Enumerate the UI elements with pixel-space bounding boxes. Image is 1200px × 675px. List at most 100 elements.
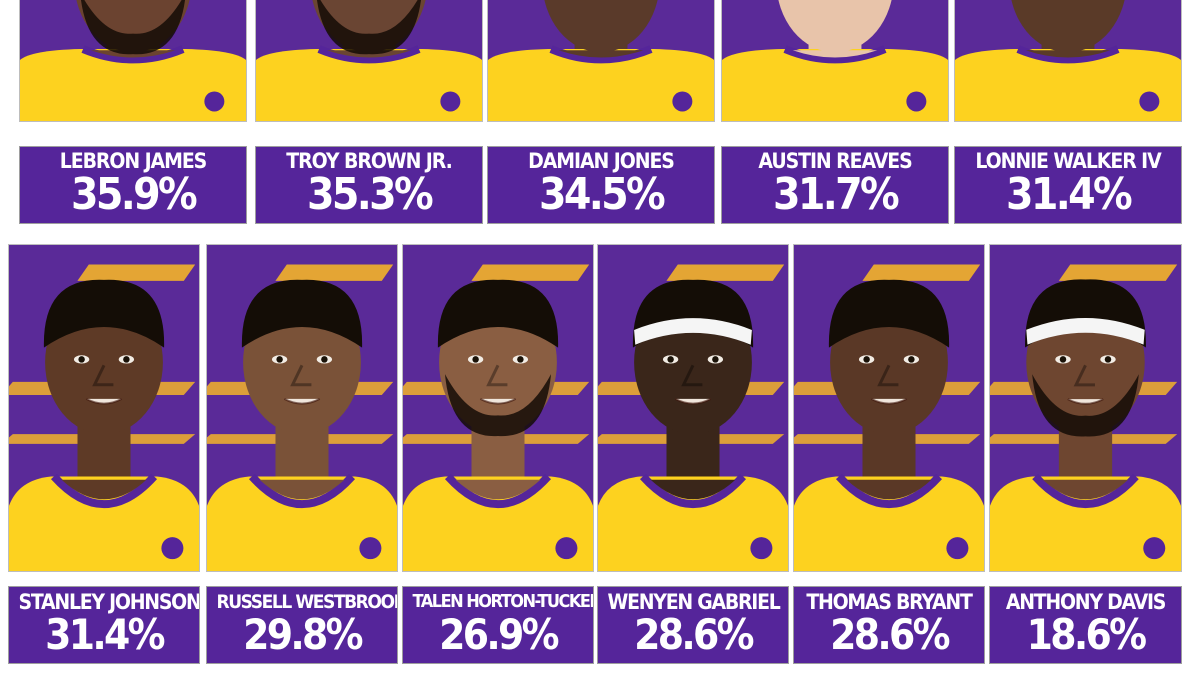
chest-shape (650, 479, 736, 500)
mouth-shape (870, 397, 908, 405)
jersey-shape (20, 49, 246, 121)
chest-shape (61, 479, 147, 500)
logo-stripe-icon (1058, 264, 1178, 281)
jersey-collar-shape (317, 45, 421, 64)
pupil-shape (276, 356, 283, 363)
jersey-collar-shape (81, 45, 185, 64)
player-photo-thomas-bryant (793, 244, 985, 572)
player-percentage: 28.6% (830, 610, 950, 659)
logo-stripe-icon (862, 264, 981, 281)
player-portrait-icon (403, 264, 593, 571)
chest-shape (455, 479, 541, 500)
chest-shape (259, 479, 345, 500)
logo-stripe-icon (77, 264, 196, 281)
nose-shape (681, 364, 703, 387)
pupil-shape (472, 356, 479, 363)
player-name: ANTHONY DAVIS (1005, 590, 1166, 614)
hair-shape (437, 279, 559, 348)
player-photo-anthony-davis (989, 244, 1182, 572)
sponsor-logo-icon (906, 91, 927, 112)
chest-shape (1025, 50, 1111, 58)
jersey-collar-shape (835, 473, 943, 509)
player-card-wenyen-gabriel: WENYEN GABRIEL 28.6% (597, 586, 789, 664)
player-name: TALEN HORTON-TUCKER (412, 591, 594, 612)
player-name: STANLEY JOHNSON (18, 590, 200, 614)
player-portrait-icon (207, 264, 397, 571)
pupil-shape (321, 356, 328, 363)
mouth-shape (283, 397, 321, 405)
jersey-shape (794, 476, 984, 571)
player-name: TROY BROWN JR. (286, 149, 452, 173)
player-portrait-icon (990, 264, 1181, 571)
player-photo-austin-reaves (721, 0, 949, 122)
pupil-shape (712, 356, 719, 363)
sponsor-logo-icon (1143, 537, 1166, 560)
player-photo-wenyen-gabriel (597, 244, 789, 572)
pupil-shape (908, 356, 915, 363)
player-percentage: 31.7% (773, 169, 900, 220)
nose-shape (877, 364, 899, 387)
headband-icon (1026, 317, 1145, 345)
beard-shape (1032, 374, 1139, 437)
player-name: THOMAS BRYANT (806, 590, 972, 614)
sponsor-logo-icon (946, 537, 969, 560)
nose-shape (92, 364, 114, 387)
player-name: WENYEN GABRIEL (607, 590, 781, 614)
beard-shape (444, 374, 552, 437)
pupil-shape (78, 356, 85, 363)
jersey-shape (403, 476, 593, 571)
player-name: AUSTIN REAVES (758, 149, 912, 173)
beard-shape (81, 0, 185, 55)
player-percentage: 35.9% (71, 169, 198, 220)
mouth-shape (674, 397, 712, 405)
hair-shape (43, 279, 165, 348)
player-portrait-icon (794, 264, 984, 571)
sponsor-logo-icon (359, 537, 382, 560)
jersey-shape (955, 49, 1181, 121)
logo-stripe-icon (275, 264, 394, 281)
player-photo-damian-jones (487, 0, 715, 122)
chest-shape (558, 50, 644, 58)
jersey-collar-shape (639, 473, 747, 509)
player-percentage: 28.6% (634, 610, 754, 659)
jersey-collar-shape (50, 473, 158, 509)
pupil-shape (1059, 356, 1067, 363)
sponsor-logo-icon (555, 537, 578, 560)
mouth-shape (85, 397, 123, 405)
nose-shape (290, 364, 312, 387)
pupil-shape (123, 356, 130, 363)
player-percentage: 29.8% (243, 610, 363, 659)
player-photo-talen-horton-tucker (402, 244, 594, 572)
jersey-shape (9, 476, 199, 571)
jersey-collar-shape (444, 473, 552, 509)
nose-shape (1073, 364, 1095, 387)
pupil-shape (517, 356, 524, 363)
hair-shape (241, 279, 363, 348)
player-name: RUSSELL WESTBROOK (216, 591, 398, 613)
logo-stripe-icon (471, 264, 590, 281)
nose-shape (486, 364, 508, 387)
sponsor-logo-icon (750, 537, 773, 560)
player-portrait-icon (20, 0, 246, 121)
jersey-shape (256, 49, 482, 121)
jersey-shape (207, 476, 397, 571)
player-photo-lonnie-walker-iv (954, 0, 1182, 122)
player-percentage: 26.9% (439, 610, 559, 659)
jersey-collar-shape (783, 45, 887, 64)
chest-shape (1042, 479, 1129, 500)
sponsor-logo-icon (672, 91, 693, 112)
head-shape (544, 0, 658, 53)
player-portrait-icon (598, 264, 788, 571)
player-card-talen-horton-tucker: TALEN HORTON-TUCKER 26.9% (402, 586, 594, 664)
headband-icon (634, 318, 752, 345)
mouth-shape (1067, 398, 1104, 405)
player-portrait-icon (256, 0, 482, 121)
player-card-lebron-james: LEBRON JAMES 35.9% (19, 146, 247, 224)
sponsor-logo-icon (204, 91, 225, 112)
player-photo-stanley-johnson (8, 244, 200, 572)
jersey-shape (598, 476, 788, 571)
head-shape (778, 0, 892, 53)
player-card-thomas-bryant: THOMAS BRYANT 28.6% (793, 586, 985, 664)
jersey-collar-shape (549, 45, 653, 64)
jersey-collar-shape (1032, 473, 1139, 509)
